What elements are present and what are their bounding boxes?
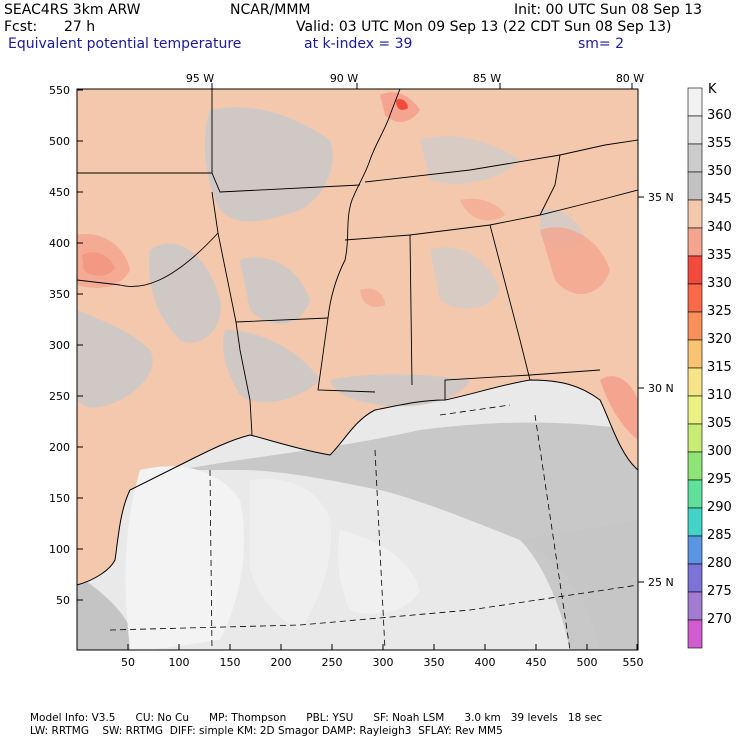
lat-label: 25 N [648,576,674,589]
legend-swatch [687,255,703,285]
legend-level-label: 290 [707,500,732,515]
legend-level-label: 300 [707,444,732,459]
legend-level-label: 320 [707,332,732,347]
legend-swatch [687,367,703,397]
x-tick: 300 [373,656,394,669]
y-tick: 450 [49,186,70,199]
legend-level-label: 315 [707,360,732,375]
legend-swatch [687,395,703,425]
x-tick: 500 [577,656,598,669]
x-tick: 100 [169,656,190,669]
legend-level-label: 275 [707,584,732,599]
y-tick: 250 [49,390,70,403]
legend-level-label: 305 [707,416,732,431]
legend-swatch [687,563,703,593]
x-tick: 400 [475,656,496,669]
legend-level-label: 295 [707,472,732,487]
legend-swatch [687,227,703,257]
y-tick: 50 [56,594,70,607]
legend-swatch [687,423,703,453]
lon-label: 80 W [616,72,644,85]
gulf-gray-band [180,422,638,650]
legend-swatch [687,451,703,481]
y-tick: 550 [49,84,70,97]
x-tick: 200 [271,656,292,669]
x-tick: 150 [220,656,241,669]
y-tick: 500 [49,135,70,148]
legend-swatch [687,143,703,173]
level-label: at k-index = 39 [304,36,413,52]
lat-label: 35 N [648,191,674,204]
legend-swatch [687,339,703,369]
x-tick: 50 [121,656,135,669]
organization-label: NCAR/MMM [230,2,311,18]
longitude-labels: 95 W 90 W 85 W 80 W [186,72,644,85]
model-info-line2: LW: RRTMG SW: RRTMG DIFF: simple KM: 2D … [30,725,503,737]
legend-level-label: 310 [707,388,732,403]
x-tick: 550 [623,656,644,669]
legend-swatch [687,619,703,649]
valid-time: Valid: 03 UTC Mon 09 Sep 13 (22 CDT Sun … [296,19,672,35]
legend-swatch [687,199,703,229]
forecast-hour: 27 h [64,19,96,35]
legend-level-label: 270 [707,612,732,627]
y-axis-labels: 50 100 150 200 250 300 350 400 450 500 5… [49,84,70,607]
legend-swatch [687,479,703,509]
pale-gulf-region [125,466,244,650]
legend-swatch [687,283,703,313]
y-tick: 350 [49,288,70,301]
legend-swatch [687,115,703,145]
y-tick: 300 [49,339,70,352]
lon-label: 90 W [330,72,358,85]
latlon-grid [109,404,638,650]
tick-marks [77,83,644,650]
legend-level-label: 325 [707,304,732,319]
legend-unit: K [708,82,717,97]
init-time: Init: 00 UTC Sun 08 Sep 13 [514,2,703,18]
x-axis-labels: 50 100 150 200 250 300 350 400 450 500 5… [121,656,644,669]
forecast-label: Fcst: [4,19,38,35]
legend-level-label: 345 [707,192,732,207]
legend-colorbar [687,87,703,649]
legend-level-label: 335 [707,248,732,263]
legend-level-label: 350 [707,164,732,179]
field-name: Equivalent potential temperature [8,36,242,52]
legend-swatch [687,87,703,117]
smoothing-label: sm= 2 [578,36,625,52]
y-tick: 100 [49,543,70,556]
y-tick: 400 [49,237,70,250]
legend-level-label: 285 [707,528,732,543]
model-info-line1: Model Info: V3.5 CU: No Cu MP: Thompson … [30,712,603,724]
coastline [77,379,638,586]
legend-level-label: 330 [707,276,732,291]
legend-level-label: 340 [707,220,732,235]
legend-level-label: 280 [707,556,732,571]
legend-level-label: 355 [707,136,732,151]
x-tick: 250 [322,656,343,669]
legend-swatch [687,311,703,341]
state-borders [77,89,638,436]
x-tick: 450 [526,656,547,669]
legend-swatch [687,535,703,565]
legend-swatch [687,591,703,621]
legend-swatch [687,171,703,201]
latitude-labels: 35 N 30 N 25 N [648,191,674,589]
x-tick: 350 [424,656,445,669]
lat-label: 30 N [648,382,674,395]
lon-label: 95 W [186,72,214,85]
y-tick: 200 [49,441,70,454]
lon-label: 85 W [473,72,501,85]
legend-level-label: 360 [707,108,732,123]
legend-swatch [687,507,703,537]
model-title: SEAC4RS 3km ARW [4,2,141,18]
y-tick: 150 [49,492,70,505]
